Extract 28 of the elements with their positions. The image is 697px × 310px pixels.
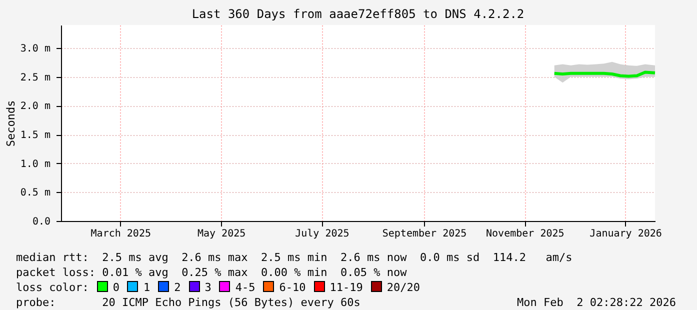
text: 0 (112, 281, 120, 294)
y-tick-label: 3.0 m (20, 44, 50, 55)
text: median rtt: 2.5 ms avg 2.6 ms max 2.5 ms min 2.6 ms now 0.0 ms sd 114.2 am/s (16, 250, 574, 265)
text: 6-10 (279, 281, 306, 294)
text: loss color: (16, 281, 89, 294)
x-tick-label: January 2026 (590, 228, 662, 240)
chart-title: Last 360 Days from aaae72eff805 to DNS 4.2.2.2 (192, 7, 524, 21)
text: 2 (174, 281, 181, 294)
text: Mon Feb 2 02:28:22 2026 (517, 295, 676, 310)
x-tick-label: July 2025 (295, 228, 350, 240)
y-tick-label: 0.0 (32, 216, 50, 228)
x-tick-label: September 2025 (382, 228, 467, 240)
text: 3 (204, 281, 212, 294)
x-tick-label: November 2025 (486, 228, 564, 240)
y-axis-title: Seconds (4, 100, 18, 147)
y-tick-label: 1.0 m (20, 158, 50, 170)
text: packet loss: 0.01 % avg 0.25 % max 0.00 % min 0.05 % now (16, 265, 408, 280)
y-tick-label: 2.5 m (20, 72, 50, 84)
text: 1 (143, 281, 150, 294)
y-tick-label: 2.0 m (20, 101, 50, 112)
y-tick-label: 1.5 m (20, 130, 50, 142)
text: 11-19 (330, 281, 363, 294)
x-tick-label: March 2025 (90, 228, 152, 240)
x-tick-label: May 2025 (197, 228, 246, 240)
text: probe: 20 ICMP Echo Pings (56 Bytes) every 60s (16, 296, 360, 309)
y-tick-label: 0.5 m (20, 188, 50, 199)
text: 20/20 (386, 281, 420, 294)
text: 4-5 (235, 281, 256, 294)
